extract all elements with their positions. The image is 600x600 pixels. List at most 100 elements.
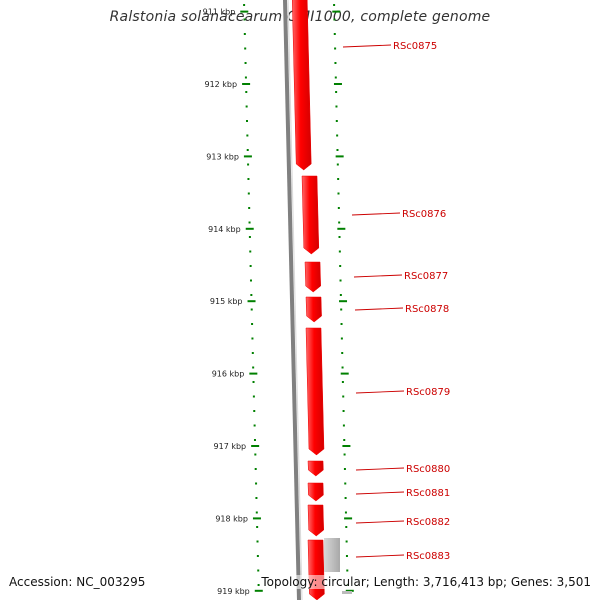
minor-tick xyxy=(343,439,346,441)
gene-arrow[interactable] xyxy=(305,327,325,456)
gene-arrow[interactable] xyxy=(301,175,320,255)
minor-tick xyxy=(251,352,254,354)
minor-tick xyxy=(338,250,341,253)
minor-tick xyxy=(256,526,259,528)
minor-tick xyxy=(335,91,338,93)
scale-label: 911 kbp xyxy=(203,8,236,17)
minor-tick xyxy=(339,294,342,296)
minor-tick xyxy=(249,250,252,253)
minor-tick xyxy=(340,323,343,325)
minor-tick xyxy=(340,337,343,340)
minor-tick xyxy=(341,366,344,369)
gene-arrow[interactable] xyxy=(305,296,322,323)
minor-tick xyxy=(244,76,247,79)
minor-tick xyxy=(257,584,260,586)
minor-tick xyxy=(341,381,344,383)
minor-tick xyxy=(247,192,250,195)
genome-backbone-highlight xyxy=(287,0,303,600)
minor-tick xyxy=(254,453,257,456)
gene-label[interactable]: RSc0880 xyxy=(406,464,450,475)
gene-arrow[interactable] xyxy=(307,460,324,477)
gene-arrow[interactable] xyxy=(307,482,324,502)
minor-tick xyxy=(255,497,258,499)
minor-ticks-right xyxy=(333,4,349,586)
gene-leader-line xyxy=(355,520,405,524)
scale-label: 913 kbp xyxy=(206,152,239,161)
major-tick xyxy=(342,445,351,447)
other-feature-block xyxy=(324,538,340,572)
minor-tick xyxy=(343,468,346,470)
gene-arrow[interactable] xyxy=(307,539,325,600)
minor-tick xyxy=(248,221,251,224)
minor-tick xyxy=(336,163,339,166)
minor-tick xyxy=(246,134,249,137)
scale-label: 916 kbp xyxy=(212,370,245,379)
gene-track xyxy=(291,0,325,600)
gene-label[interactable]: RSc0878 xyxy=(405,304,449,315)
gene-label[interactable]: RSc0881 xyxy=(406,488,450,499)
scale-label: 912 kbp xyxy=(204,80,237,89)
gene-arrow[interactable] xyxy=(304,261,321,293)
major-tick xyxy=(245,227,254,230)
gene-label[interactable]: RSc0883 xyxy=(406,551,450,562)
gene-label[interactable]: RSc0875 xyxy=(393,41,437,52)
gene-leader-line xyxy=(353,274,403,278)
minor-tick xyxy=(333,18,336,21)
gene-label[interactable]: RSc0882 xyxy=(406,517,450,528)
scale-label: 915 kbp xyxy=(210,297,243,306)
minor-tick xyxy=(342,424,345,427)
minor-tick xyxy=(255,511,258,514)
minor-tick xyxy=(334,76,337,79)
minor-tick xyxy=(342,395,345,398)
minor-tick xyxy=(243,18,246,21)
minor-tick xyxy=(255,482,258,485)
minor-tick xyxy=(337,192,340,195)
major-tick xyxy=(252,517,261,520)
gene-label[interactable]: RSc0877 xyxy=(404,271,448,282)
minor-tick xyxy=(244,62,247,64)
minor-tick xyxy=(343,453,346,456)
minor-tick xyxy=(335,105,338,108)
minor-tick xyxy=(345,555,348,557)
minor-tick xyxy=(246,120,248,122)
gene-label[interactable]: RSc0879 xyxy=(406,387,450,398)
major-tick xyxy=(243,155,252,158)
minor-tick xyxy=(337,178,340,180)
topology-text: Topology: circular; Length: 3,716,413 bp… xyxy=(261,575,591,589)
major-tick xyxy=(340,372,349,375)
major-tick xyxy=(344,517,353,520)
minor-tick xyxy=(344,497,347,499)
gene-labels: RSc0875 RSc0876 RSc0877 RSc0878 RSc0879 RSc08… xyxy=(342,41,450,562)
minor-tick xyxy=(336,149,339,151)
minor-tick xyxy=(345,540,348,543)
minor-tick xyxy=(333,4,336,6)
minor-tick xyxy=(252,395,255,398)
minor-tick xyxy=(249,279,252,282)
gene-arrow[interactable] xyxy=(307,504,324,537)
other-feature-mark xyxy=(342,591,352,594)
gene-leader-line xyxy=(355,554,405,558)
minor-tick xyxy=(248,207,251,209)
major-tick xyxy=(335,155,344,158)
minor-tick xyxy=(245,91,248,93)
minor-tick xyxy=(339,279,342,282)
minor-tick xyxy=(249,265,252,267)
minor-tick xyxy=(251,337,254,340)
minor-tick xyxy=(335,120,338,122)
gene-label[interactable]: RSc0876 xyxy=(402,209,446,220)
minor-tick xyxy=(338,236,341,238)
gene-leader-line xyxy=(355,491,405,495)
minor-tick xyxy=(244,47,247,50)
scale-label: 914 kbp xyxy=(208,225,241,234)
minor-tick xyxy=(345,526,348,528)
minor-tick xyxy=(346,569,349,572)
major-tick xyxy=(251,445,260,447)
scale-label: 919 kbp xyxy=(217,587,250,596)
major-tick xyxy=(247,300,256,303)
major-tick xyxy=(337,227,346,230)
minor-tick xyxy=(341,352,344,354)
gene-arrow[interactable] xyxy=(291,0,312,171)
minor-tick xyxy=(245,105,248,108)
accession-text: Accession: NC_003295 xyxy=(9,575,146,589)
major-tick xyxy=(249,372,258,375)
